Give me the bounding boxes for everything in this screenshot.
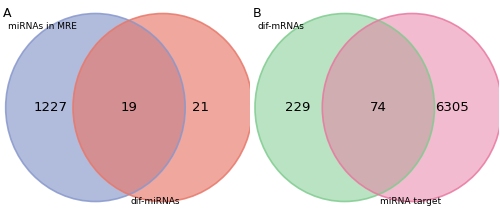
Ellipse shape (322, 14, 500, 201)
Ellipse shape (73, 14, 252, 201)
Ellipse shape (6, 14, 185, 201)
Text: B: B (252, 7, 261, 20)
Text: dif-mRNAs: dif-mRNAs (258, 22, 304, 31)
Text: 21: 21 (192, 101, 208, 114)
Text: miRNAs in MRE: miRNAs in MRE (8, 22, 77, 31)
Text: A: A (3, 7, 12, 20)
Ellipse shape (255, 14, 434, 201)
Text: 74: 74 (370, 101, 387, 114)
Text: 1227: 1227 (34, 101, 68, 114)
Text: miRNA target: miRNA target (380, 197, 441, 206)
Text: 19: 19 (120, 101, 138, 114)
Text: dif-miRNAs: dif-miRNAs (130, 197, 180, 206)
Text: 6305: 6305 (435, 101, 469, 114)
Text: 229: 229 (284, 101, 310, 114)
